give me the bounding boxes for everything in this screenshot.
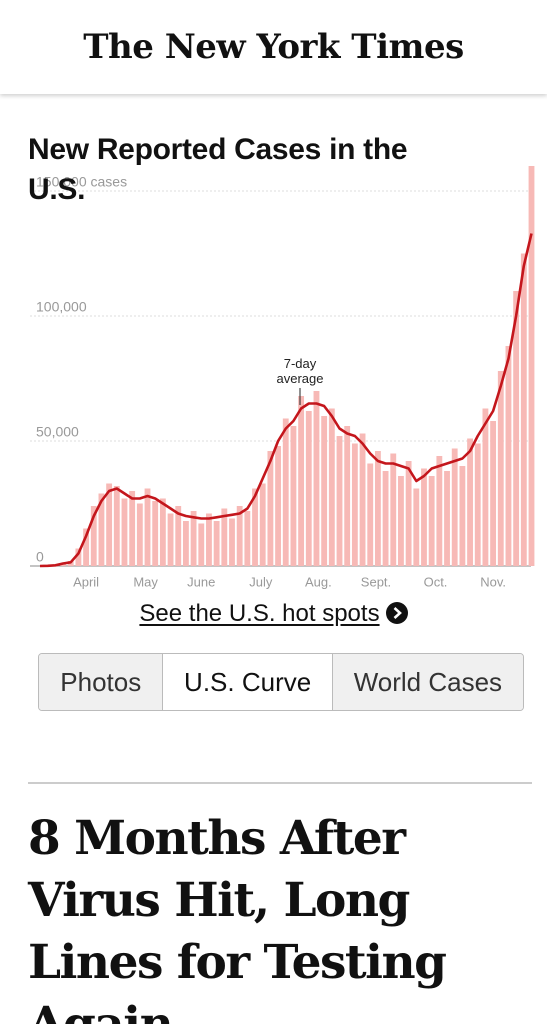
bar: [451, 448, 458, 566]
tab[interactable]: Photos: [39, 654, 164, 710]
logo[interactable]: The New York Times: [83, 27, 464, 67]
bar: [106, 483, 113, 566]
bar: [136, 503, 143, 566]
bar: [482, 408, 489, 566]
bar: [359, 433, 366, 566]
bar: [398, 476, 404, 566]
chart: 0 50,000 100,000 150,000 cases April May June J…: [30, 166, 535, 589]
headline[interactable]: 8 Months After Virus Hit, Long Lines for…: [28, 811, 447, 1024]
x-tick-label: Oct.: [424, 574, 448, 589]
bar: [98, 493, 105, 566]
bar: [413, 488, 420, 566]
bar: [474, 443, 481, 566]
link-text[interactable]: See the U.S. hot spots: [139, 600, 380, 627]
bar: [129, 491, 136, 566]
chart-title: New Reported Cases in the U.S.: [28, 133, 408, 206]
bar: [305, 411, 312, 566]
bar: [159, 498, 166, 566]
bar: [436, 456, 443, 566]
bar: [528, 166, 535, 566]
bar: [336, 436, 343, 566]
x-tick-label: June: [187, 574, 215, 589]
bar: [298, 396, 305, 566]
bar: [405, 461, 412, 566]
bar: [90, 506, 97, 566]
bar: [505, 346, 512, 566]
bar: [390, 453, 397, 566]
bar: [351, 443, 358, 566]
bar: [206, 513, 212, 566]
bar: [444, 471, 450, 566]
bar: [175, 506, 182, 566]
x-tick-label: Nov.: [480, 574, 506, 589]
bar: [182, 521, 189, 566]
bar: [229, 518, 235, 566]
x-tick-label: Sept.: [361, 574, 391, 589]
bar: [282, 418, 289, 566]
bar: [421, 468, 427, 566]
bar: [321, 416, 328, 566]
bar: [328, 408, 335, 566]
bar: [198, 523, 205, 566]
bar: [275, 446, 281, 566]
bar: [190, 511, 197, 566]
x-tick-label: July: [249, 574, 273, 589]
bar: [267, 451, 274, 566]
y-tick-label: 100,000: [36, 299, 87, 315]
bar: [259, 483, 266, 566]
y-tick-label: 50,000: [36, 424, 79, 440]
average-line: [39, 233, 533, 568]
hot-spots-link[interactable]: See the U.S. hot spots: [0, 600, 547, 628]
bar: [290, 426, 297, 566]
tab-bar: Photos U.S. Curve World Cases: [38, 653, 524, 711]
y-tick-label: 0: [36, 549, 44, 565]
bar: [313, 391, 320, 566]
bar: [490, 421, 497, 566]
divider: [28, 782, 532, 784]
bar: [213, 521, 220, 566]
bar: [467, 438, 473, 566]
bar: [382, 471, 389, 566]
bar: [252, 488, 258, 566]
bar: [244, 511, 251, 566]
bar: [221, 508, 228, 566]
arrow-icon: [385, 602, 408, 624]
bar: [83, 528, 89, 566]
bar: [428, 476, 435, 566]
bar: [374, 451, 381, 566]
bar: [144, 488, 151, 566]
bar: [497, 371, 504, 566]
bar: [459, 466, 466, 566]
bar: [113, 486, 120, 566]
bar: [75, 548, 82, 566]
x-tick-label: May: [133, 574, 158, 589]
bar: [236, 506, 243, 566]
bar: [167, 513, 174, 566]
bar: [513, 291, 520, 566]
tab[interactable]: World Cases: [332, 654, 523, 710]
masthead: The New York Times: [0, 0, 547, 94]
bar: [520, 253, 527, 566]
x-tick-label: April: [73, 574, 99, 589]
bar: [367, 463, 374, 566]
bar: [152, 501, 159, 566]
y-tick-label: 150,000 cases: [36, 174, 127, 190]
annotation: 7-day average: [276, 356, 324, 386]
bar: [344, 426, 351, 566]
tab[interactable]: U.S. Curve: [163, 654, 333, 710]
bar: [121, 498, 128, 566]
x-tick-label: Aug.: [305, 574, 332, 589]
